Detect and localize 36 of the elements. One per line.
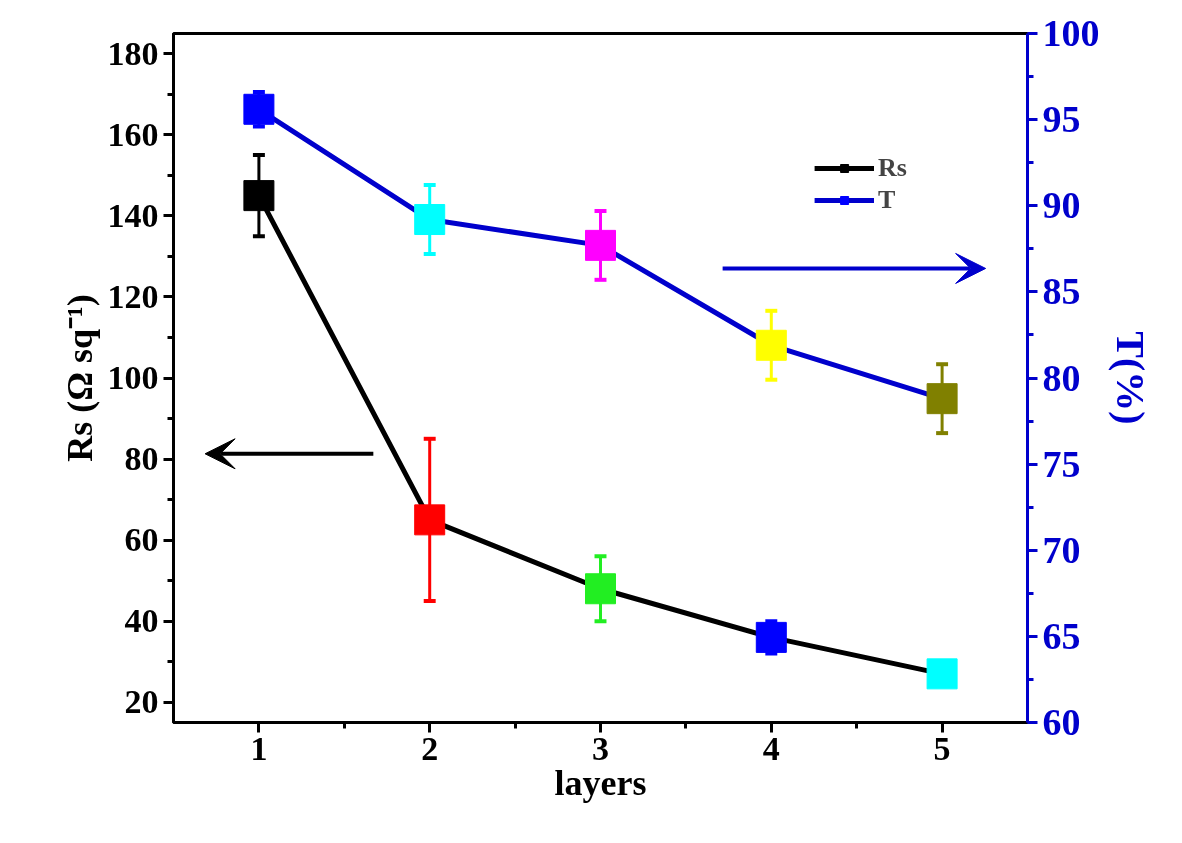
y2-tick-label: 85 — [1042, 270, 1081, 313]
y-tick-label: 20 — [124, 683, 159, 721]
y-tick-label: 120 — [107, 277, 159, 315]
y2-tick-label: 80 — [1042, 356, 1081, 399]
point — [243, 180, 275, 212]
y-tick-label: 80 — [124, 440, 159, 478]
point — [926, 658, 958, 690]
y2-axis-title: T(%) — [1107, 331, 1153, 425]
y-tick-label: 60 — [124, 521, 159, 559]
y-axis-title: Rs (Ω sq⁻¹) — [59, 294, 100, 462]
y2-tick-label: 60 — [1042, 701, 1081, 743]
point — [585, 229, 616, 261]
y2-tick-label: 75 — [1042, 442, 1081, 485]
y-tick-label: 180 — [107, 34, 159, 72]
point — [414, 204, 446, 236]
y-tick-label: 160 — [107, 115, 159, 153]
point — [755, 329, 787, 361]
legend-label: Rs — [878, 153, 907, 183]
y2-tick-label: 100 — [1042, 12, 1100, 54]
x-tick-label: 4 — [762, 729, 780, 767]
y2-tick-label: 65 — [1042, 614, 1081, 657]
y-tick-label: 40 — [124, 602, 159, 640]
y2-tick-label: 90 — [1042, 184, 1081, 227]
x-tick-label: 2 — [421, 729, 439, 767]
point — [414, 504, 446, 536]
legend-label: T — [878, 185, 897, 215]
y2-tick-label: 70 — [1042, 528, 1081, 571]
point — [755, 621, 787, 653]
x-tick-label: 1 — [250, 729, 268, 767]
point — [926, 383, 958, 415]
point — [585, 573, 616, 605]
x-tick-label: 5 — [933, 729, 951, 767]
y-tick-label: 140 — [107, 196, 159, 234]
y-tick-label: 100 — [107, 359, 159, 396]
point — [243, 93, 275, 125]
y2-tick-label: 95 — [1042, 98, 1081, 141]
